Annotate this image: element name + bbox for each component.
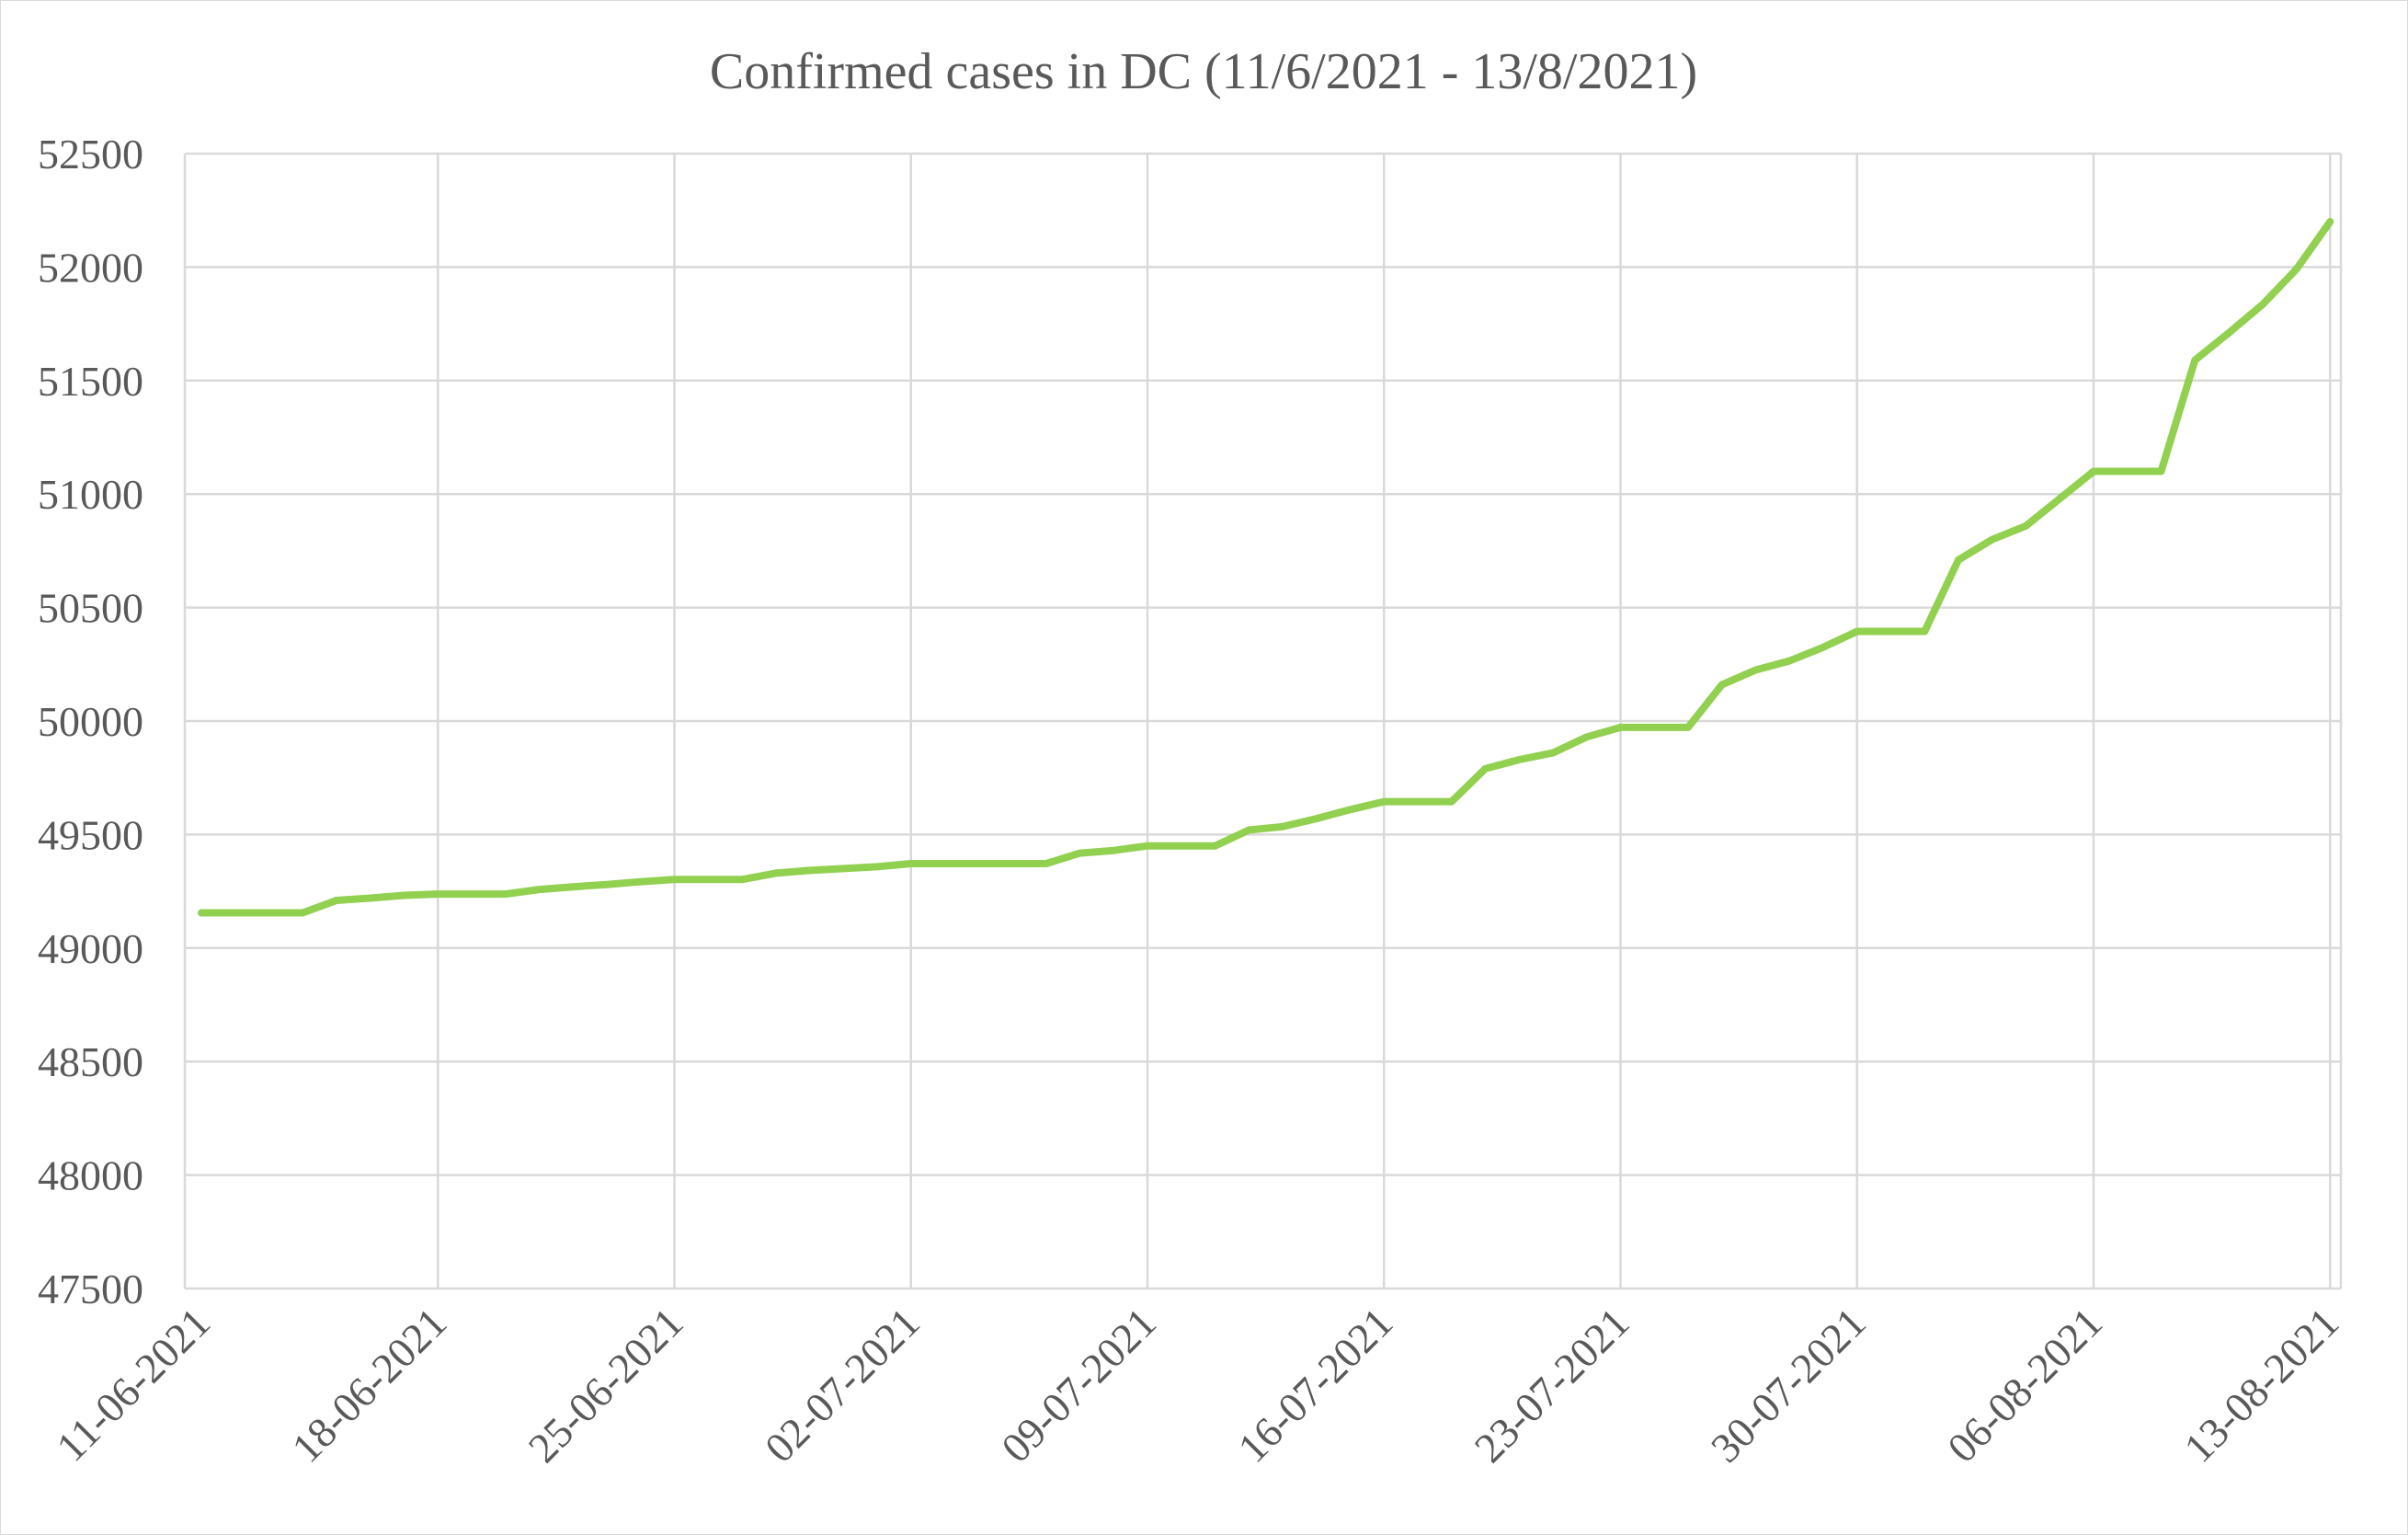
data-point xyxy=(2262,304,2264,305)
data-point xyxy=(302,912,303,913)
data-point xyxy=(809,869,810,871)
data-point xyxy=(1890,631,1891,632)
data-point xyxy=(876,865,878,867)
data-point xyxy=(1991,539,1993,541)
data-point xyxy=(1045,863,1047,865)
y-tick-label: 52500 xyxy=(38,131,143,178)
data-point xyxy=(539,888,540,890)
y-tick-label: 47500 xyxy=(38,1266,143,1312)
data-point xyxy=(1856,631,1858,632)
x-tick-label: 09-07-2021 xyxy=(992,1299,1165,1472)
data-point xyxy=(1147,845,1148,847)
data-point xyxy=(1788,660,1790,662)
y-tick-label: 51500 xyxy=(38,358,143,405)
data-point xyxy=(2127,471,2128,472)
data-point xyxy=(2228,332,2230,334)
data-point xyxy=(1586,736,1588,738)
data-point xyxy=(606,884,608,886)
data-point xyxy=(944,863,945,865)
data-point xyxy=(1113,850,1114,852)
data-point xyxy=(437,893,439,895)
data-point xyxy=(1451,801,1453,803)
y-tick-label: 50500 xyxy=(38,585,143,632)
data-point xyxy=(200,912,202,913)
y-tick-label: 50000 xyxy=(38,698,143,745)
y-tick-label: 49500 xyxy=(38,811,143,858)
series-line xyxy=(198,218,2334,917)
data-point xyxy=(1957,559,1959,561)
x-tick-label: 02-07-2021 xyxy=(756,1299,929,1472)
data-point xyxy=(2194,360,2196,361)
data-point xyxy=(1282,826,1284,828)
data-point xyxy=(404,895,405,896)
x-tick-label: 30-07-2021 xyxy=(1702,1299,1875,1472)
data-point xyxy=(1383,801,1385,803)
chart-title: Confirmed cases in DC (11/6/2021 - 13/8/… xyxy=(710,43,1697,100)
x-tick-label: 23-07-2021 xyxy=(1466,1299,1638,1472)
x-tick-label: 11-06-2021 xyxy=(47,1299,219,1471)
data-point xyxy=(268,912,269,913)
data-point xyxy=(1721,684,1723,685)
y-tick-label: 49000 xyxy=(38,925,143,972)
y-tick-label: 48500 xyxy=(38,1038,143,1085)
x-tick-label: 18-06-2021 xyxy=(282,1299,455,1472)
data-point xyxy=(910,863,912,865)
x-tick-label: 06-08-2021 xyxy=(1938,1299,2111,1472)
y-tick-label: 48000 xyxy=(38,1152,143,1199)
data-point xyxy=(1248,830,1250,831)
horizontal-gridlines xyxy=(185,152,2341,1290)
data-point xyxy=(640,881,642,883)
data-point xyxy=(707,878,709,880)
data-point xyxy=(1552,752,1554,754)
data-point xyxy=(2329,221,2331,223)
data-point xyxy=(1417,801,1419,803)
data-point xyxy=(2161,471,2162,472)
x-axis-tick-labels: 11-06-2021 18-06-2021 25-06-2021 02-07-2021… xyxy=(47,1299,2347,1472)
series-layer xyxy=(198,218,2334,917)
data-point xyxy=(977,863,979,865)
x-tick-label: 25-06-2021 xyxy=(519,1299,692,1472)
data-point xyxy=(1923,631,1925,632)
data-point xyxy=(842,867,844,869)
x-tick-label: 13-08-2021 xyxy=(2174,1299,2347,1472)
data-point xyxy=(572,886,574,888)
data-point xyxy=(370,898,371,899)
data-point xyxy=(1518,759,1520,761)
data-point xyxy=(505,893,507,895)
data-point xyxy=(1485,768,1486,770)
data-point xyxy=(234,912,236,913)
data-point xyxy=(741,878,743,880)
vertical-gridlines xyxy=(183,154,2343,1289)
data-point xyxy=(1350,808,1351,810)
data-point xyxy=(674,878,675,880)
data-point xyxy=(1011,863,1013,865)
x-tick-label: 16-07-2021 xyxy=(1228,1299,1401,1472)
y-tick-label: 51000 xyxy=(38,471,143,518)
data-point xyxy=(471,893,473,895)
y-tick-label: 52000 xyxy=(38,244,143,291)
y-axis-tick-labels: 52500 52000 51500 51000 50500 50000 49500 49000… xyxy=(38,131,143,1312)
data-point xyxy=(775,872,777,874)
